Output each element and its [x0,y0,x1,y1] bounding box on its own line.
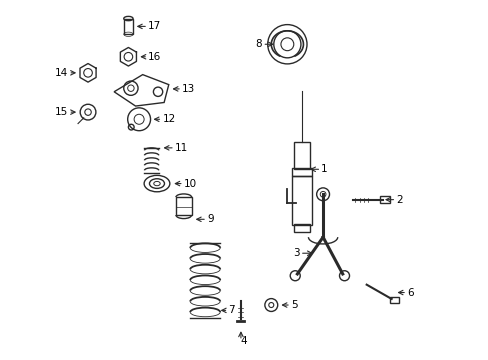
Text: 17: 17 [148,21,161,31]
Text: 5: 5 [290,300,297,310]
Text: 2: 2 [395,195,402,204]
Text: 10: 10 [183,179,197,189]
Text: 13: 13 [182,84,195,94]
Text: 4: 4 [241,336,247,346]
Text: 6: 6 [406,288,413,297]
Text: 9: 9 [206,214,213,224]
Text: 16: 16 [148,52,161,62]
Text: 12: 12 [162,114,175,124]
Text: 15: 15 [55,107,68,117]
Text: 7: 7 [228,305,235,315]
Text: 1: 1 [321,164,327,174]
Text: 8: 8 [255,39,262,49]
Text: 3: 3 [293,248,299,258]
Text: 11: 11 [175,143,188,153]
Text: 14: 14 [55,68,68,78]
